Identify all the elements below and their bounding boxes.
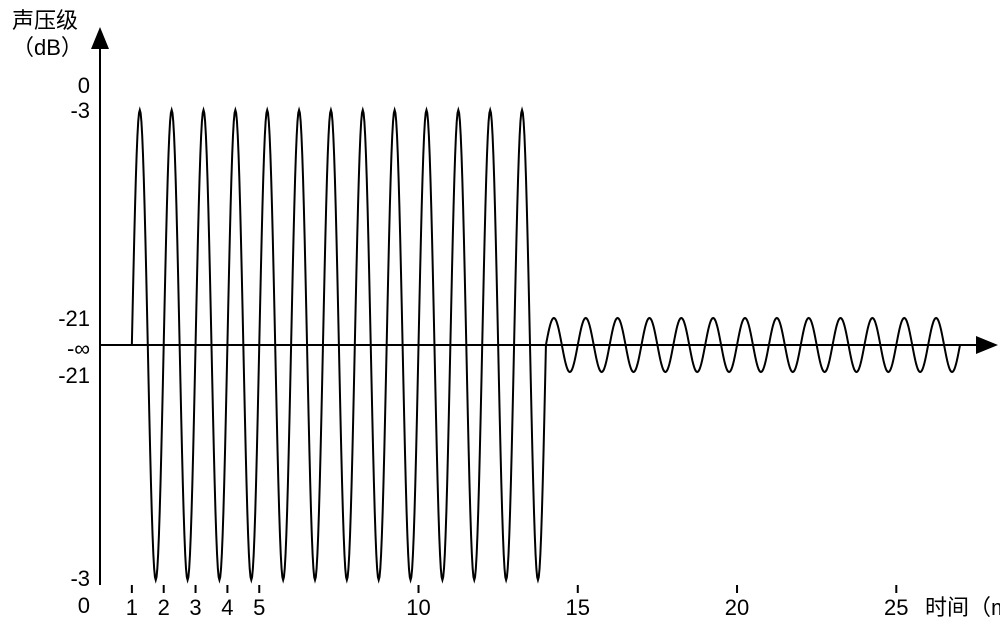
chart-container: { "chart": { "type": "line", "canvas": {…: [0, 0, 1000, 625]
y-tick-label: -∞: [67, 336, 90, 361]
x-tick-label: 3: [189, 595, 201, 620]
x-tick-label: 20: [725, 595, 749, 620]
waveform-chart: 声压级（dB）0-3-21-∞-21-301234510152025时间（ms）: [0, 0, 1000, 625]
y-tick-label: -21: [58, 306, 90, 331]
y-axis-title-2: （dB）: [12, 35, 83, 60]
y-tick-label: -3: [70, 566, 90, 591]
x-axis-arrow: [976, 336, 998, 354]
x-tick-label: 25: [884, 595, 908, 620]
y-tick-label: 0: [78, 73, 90, 98]
y-tick-label: 0: [78, 593, 90, 618]
x-tick-label: 10: [406, 595, 430, 620]
x-tick-label: 5: [253, 595, 265, 620]
y-tick-label: -21: [58, 363, 90, 388]
x-tick-label: 4: [221, 595, 233, 620]
x-tick-label: 1: [126, 595, 138, 620]
y-axis-arrow: [91, 27, 109, 49]
x-axis-title: 时间（ms）: [925, 595, 1000, 620]
x-tick-label: 15: [566, 595, 590, 620]
y-tick-label: -3: [70, 98, 90, 123]
y-axis-title-1: 声压级: [12, 8, 78, 33]
x-tick-label: 2: [158, 595, 170, 620]
